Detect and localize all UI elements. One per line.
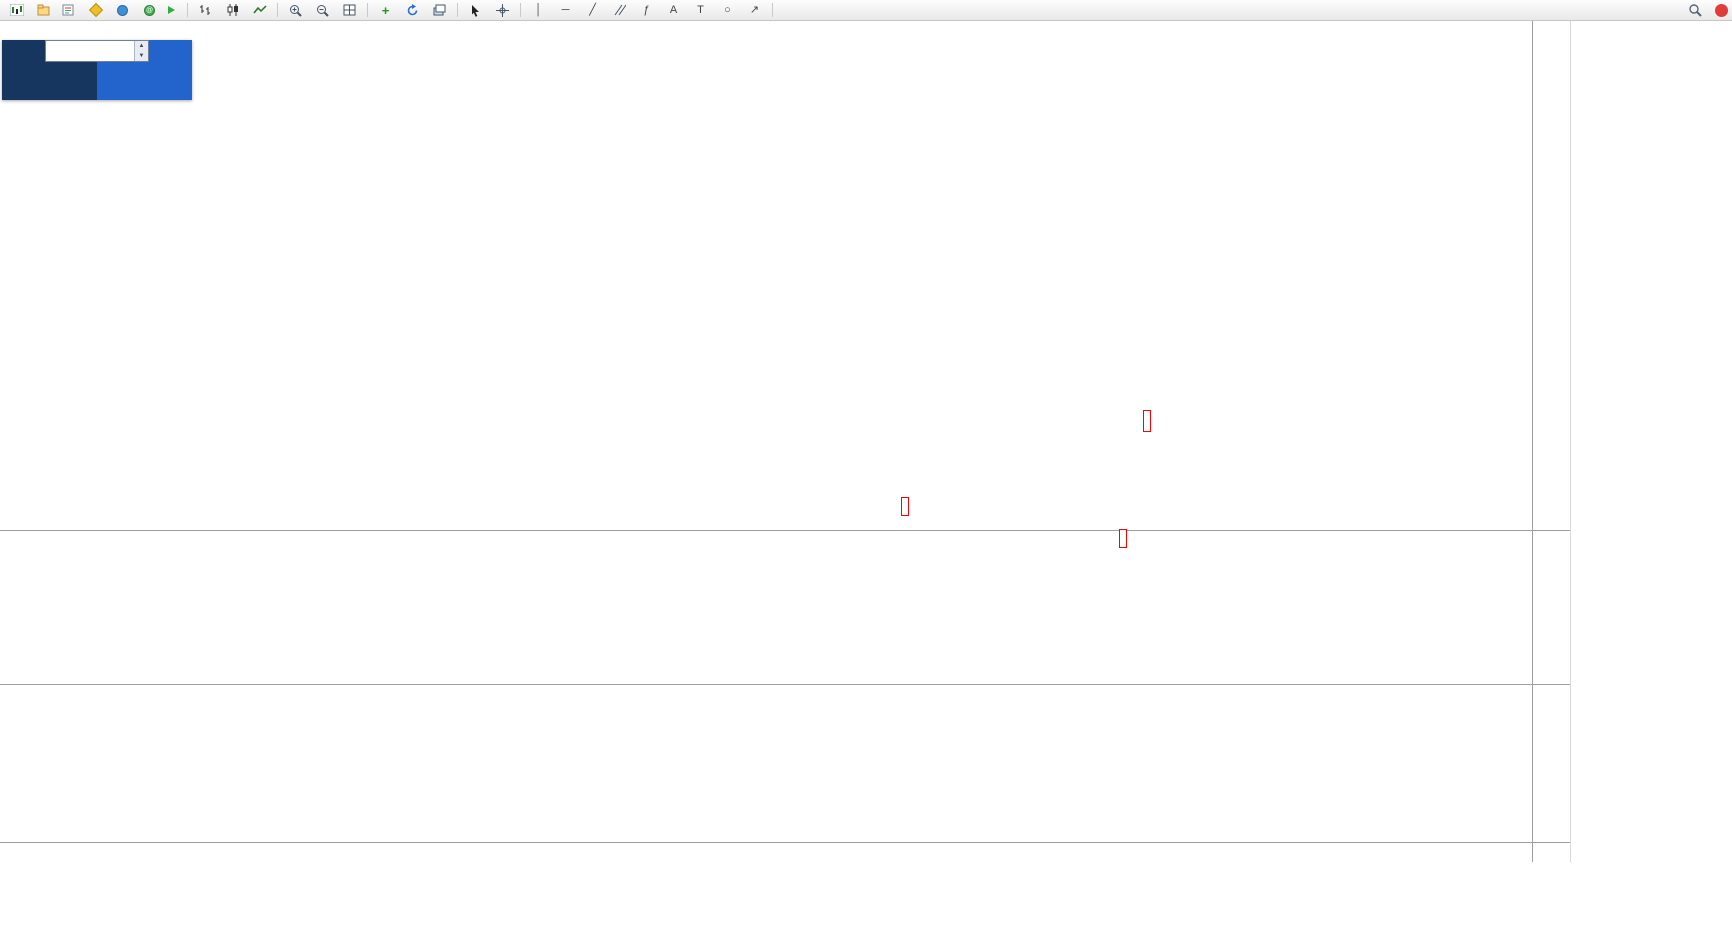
chart-window-border: [1570, 20, 1571, 862]
shapes-tool[interactable]: ○: [724, 3, 731, 16]
folder-icon: [37, 4, 50, 16]
timeframe-m1[interactable]: [778, 7, 790, 13]
magnifier-plus-icon: [290, 4, 302, 17]
one-click-trading-panel: ▲ ▼: [2, 40, 192, 100]
new-order-button[interactable]: [58, 2, 81, 19]
price-chart-canvas[interactable]: [0, 20, 1532, 530]
panel-divider: [0, 842, 1570, 843]
at-icon: @: [144, 4, 155, 16]
level-callout-6.53756[interactable]: [1143, 410, 1151, 432]
volume-input[interactable]: ▲ ▼: [45, 40, 149, 62]
fibonacci-tool[interactable]: ƒ: [643, 3, 650, 16]
buy-price[interactable]: [97, 62, 192, 100]
toolbar-separator: [457, 3, 458, 17]
sell-button[interactable]: [2, 40, 45, 62]
bar-chart-icon[interactable]: [193, 1, 218, 20]
toolbar-separator: [277, 3, 278, 17]
ohlc-bars-icon: [200, 5, 210, 15]
profiles-icon[interactable]: [31, 1, 56, 20]
layers-icon: [433, 4, 446, 16]
autotrading-button[interactable]: [164, 2, 182, 19]
label-tool[interactable]: T: [697, 3, 704, 16]
timeframe-m30[interactable]: [820, 7, 832, 13]
horizontal-line-tool[interactable]: ─: [561, 3, 570, 16]
low-callout-6.39998[interactable]: [1119, 529, 1127, 548]
timeframe-h1[interactable]: [834, 7, 846, 13]
parallel-lines-icon: [614, 4, 626, 16]
play-icon: [168, 6, 175, 14]
zigzag-icon: [252, 5, 267, 14]
spinner-up-icon[interactable]: ▲: [135, 41, 148, 51]
toolbar: @ +: [0, 0, 1732, 21]
price-chart-panel[interactable]: [0, 20, 1532, 530]
plus-icon: +: [381, 2, 390, 18]
mini-chart-icon: [9, 4, 24, 16]
panel-divider[interactable]: [0, 684, 1570, 685]
trendline-tool[interactable]: ╱: [589, 3, 596, 16]
diamond-icon: [88, 2, 103, 18]
timeframe-mn[interactable]: [890, 7, 902, 13]
cursor-icon[interactable]: [463, 1, 488, 20]
channel-tool[interactable]: [607, 1, 632, 20]
new-chart-icon[interactable]: [4, 1, 29, 20]
grid-icon: [343, 4, 356, 16]
line-chart-icon[interactable]: [247, 1, 272, 20]
blue-dot-icon: [117, 4, 128, 16]
rsi-panel[interactable]: [0, 685, 1532, 842]
crosshair-icon[interactable]: [490, 1, 515, 20]
candlestick-chart-icon[interactable]: [220, 1, 245, 20]
volume-spinner: ▲ ▼: [134, 41, 148, 61]
refresh-icon[interactable]: [400, 1, 425, 20]
terminal-icon[interactable]: [110, 1, 135, 20]
timeframe-w1[interactable]: [876, 7, 888, 13]
timeframe-m15[interactable]: [806, 7, 818, 13]
toolbar-separator: [367, 3, 368, 17]
candles-icon: [227, 4, 238, 16]
notification-badge[interactable]: [1715, 3, 1728, 17]
vertical-line-tool[interactable]: │: [535, 3, 542, 16]
panel-divider[interactable]: [0, 530, 1570, 531]
circular-arrow-icon: [407, 3, 418, 15]
community-icon[interactable]: @: [137, 1, 162, 20]
cross-icon: [496, 3, 509, 17]
sell-price[interactable]: [2, 62, 97, 100]
pointer-icon: [472, 4, 479, 17]
search-icon[interactable]: [1682, 1, 1707, 20]
toolbar-separator: [187, 3, 188, 17]
indicators-icon[interactable]: +: [373, 1, 398, 20]
toolbar-separator: [772, 3, 773, 17]
buy-button[interactable]: [149, 40, 192, 62]
macd-canvas[interactable]: [0, 531, 1532, 684]
right-price-scale[interactable]: [1533, 20, 1570, 842]
tile-windows-icon[interactable]: [337, 1, 362, 20]
magnifier-icon: [1688, 4, 1702, 17]
magnifier-minus-icon: [317, 4, 329, 17]
time-axis[interactable]: [0, 843, 1532, 862]
arrows-tool[interactable]: ↗: [749, 3, 760, 16]
toolbar-separator: [520, 3, 521, 17]
macd-panel[interactable]: [0, 531, 1532, 684]
spinner-down-icon[interactable]: ▼: [135, 51, 148, 61]
price-scale-border: [1532, 20, 1533, 862]
low-callout-6.41065[interactable]: [901, 497, 909, 516]
text-tool[interactable]: A: [669, 3, 678, 16]
zoom-out-icon[interactable]: [310, 1, 335, 20]
timeframe-h4[interactable]: [848, 7, 860, 13]
zoom-in-icon[interactable]: [283, 1, 308, 20]
timeframe-m5[interactable]: [792, 7, 804, 13]
new-order-icon: [62, 4, 74, 16]
timeframe-d1[interactable]: [862, 7, 874, 13]
metaeditor-icon[interactable]: [83, 1, 108, 20]
rsi-canvas[interactable]: [0, 685, 1532, 842]
volume-value[interactable]: [46, 41, 134, 61]
templates-icon[interactable]: [427, 1, 452, 20]
